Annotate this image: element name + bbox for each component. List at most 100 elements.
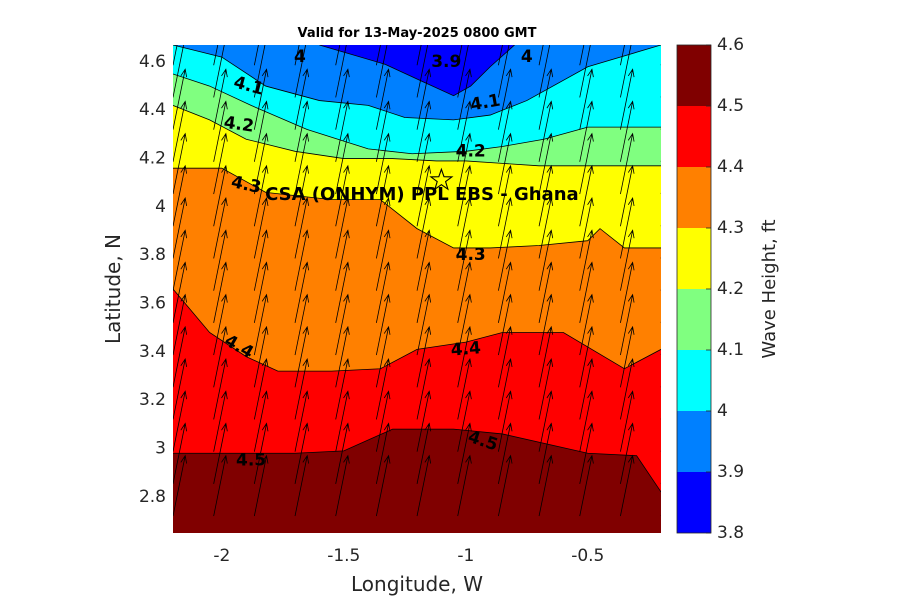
arrow xyxy=(660,417,661,420)
arrow xyxy=(375,229,391,291)
arrow xyxy=(620,390,635,452)
arrow xyxy=(498,100,513,162)
arrow xyxy=(253,325,269,388)
arrow xyxy=(416,293,432,356)
arrow xyxy=(294,68,310,130)
arrow xyxy=(579,358,594,420)
contour-label: 3.9 xyxy=(431,52,461,72)
arrow xyxy=(660,160,661,162)
arrow xyxy=(416,68,432,130)
arrow xyxy=(579,325,594,388)
arrow xyxy=(335,390,350,452)
arrow xyxy=(335,68,350,130)
arrow xyxy=(375,422,391,484)
arrow xyxy=(253,45,266,98)
arrow xyxy=(538,293,554,356)
colorbar-swatch xyxy=(677,167,711,228)
arrow xyxy=(538,229,554,291)
arrow xyxy=(335,100,350,162)
site-label: CSA (ONHYM) PPL EBS - Ghana xyxy=(265,184,579,205)
arrow xyxy=(498,261,513,323)
arrow xyxy=(294,454,310,517)
arrow xyxy=(213,229,228,291)
arrow xyxy=(416,390,432,452)
arrow xyxy=(253,45,259,66)
arrow xyxy=(335,45,347,98)
arrow xyxy=(173,164,188,227)
arrow xyxy=(660,128,661,130)
x-axis-label: Longitude, W xyxy=(351,572,483,596)
arrow xyxy=(253,197,269,259)
arrow xyxy=(620,100,635,162)
arrow xyxy=(375,45,388,98)
arrow xyxy=(173,422,188,484)
arrow xyxy=(498,325,513,388)
arrow xyxy=(375,45,381,66)
arrow xyxy=(498,293,513,356)
arrow xyxy=(579,45,585,66)
arrow xyxy=(173,68,188,130)
site-marker-group: CSA (ONHYM) PPL EBS - Ghana xyxy=(265,167,579,205)
arrow xyxy=(294,229,310,291)
arrow xyxy=(213,45,219,66)
colorbar-tick-label: 3.8 xyxy=(717,523,744,543)
arrow xyxy=(213,325,228,388)
arrow xyxy=(620,164,635,227)
x-tick-label: -1 xyxy=(457,546,474,566)
arrow xyxy=(660,289,661,291)
colorbar-tick-label: 4.1 xyxy=(717,340,744,360)
arrow xyxy=(335,293,350,356)
arrow xyxy=(538,390,554,452)
y-tick-label: 3.6 xyxy=(139,293,166,313)
arrow xyxy=(253,68,269,130)
arrow xyxy=(660,224,661,227)
arrow xyxy=(538,422,554,484)
arrow xyxy=(620,45,632,98)
y-tick-label: 4 xyxy=(155,197,166,217)
arrow xyxy=(416,229,432,291)
arrow xyxy=(213,100,228,162)
arrow xyxy=(294,325,310,388)
arrow xyxy=(579,164,594,227)
arrow xyxy=(335,325,350,388)
arrow xyxy=(620,358,635,420)
arrow xyxy=(253,164,269,227)
arrow xyxy=(375,293,391,356)
arrow xyxy=(213,45,225,98)
arrow xyxy=(375,132,391,195)
arrow xyxy=(538,164,554,227)
arrow xyxy=(620,422,635,484)
arrow xyxy=(335,454,350,517)
colorbar-tick-label: 4.5 xyxy=(717,96,744,116)
arrow xyxy=(253,293,269,356)
arrow xyxy=(579,100,594,162)
arrow xyxy=(457,293,472,356)
arrow xyxy=(660,514,661,517)
arrow xyxy=(538,261,554,323)
contour-label: 4 xyxy=(294,47,306,67)
arrow xyxy=(498,164,513,227)
arrow xyxy=(335,197,350,259)
colorbar-label: Wave Height, ft xyxy=(759,219,780,358)
arrow xyxy=(498,45,503,66)
contour-line-4.1 xyxy=(173,73,661,155)
arrow xyxy=(660,482,661,484)
arrow xyxy=(457,454,472,517)
arrow xyxy=(538,325,554,388)
arrow xyxy=(579,197,594,259)
arrow xyxy=(620,68,635,130)
contour-label: 4.3 xyxy=(456,245,486,265)
contour-label: 4 xyxy=(521,47,533,67)
contour-label: 4.4 xyxy=(450,338,482,361)
arrow xyxy=(294,390,310,452)
arrow xyxy=(294,197,310,259)
arrow xyxy=(457,261,472,323)
arrow xyxy=(375,164,391,227)
y-tick-label: 3 xyxy=(155,438,166,458)
arrow xyxy=(294,261,310,323)
arrow xyxy=(294,45,300,66)
arrow xyxy=(294,100,310,162)
arrow xyxy=(498,422,513,484)
arrow xyxy=(538,68,554,130)
contour-line-4.2 xyxy=(173,105,661,167)
